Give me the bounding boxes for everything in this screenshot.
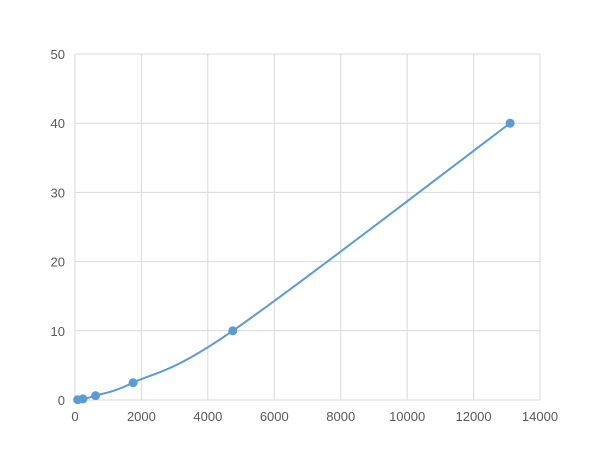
x-tick-label: 2000 xyxy=(127,409,156,424)
series xyxy=(73,118,515,405)
x-tick-label: 10000 xyxy=(389,409,425,424)
data-point xyxy=(128,378,138,388)
y-tick-label: 20 xyxy=(51,255,65,270)
data-point xyxy=(91,391,101,401)
data-point xyxy=(228,326,238,336)
y-tick-label: 10 xyxy=(51,324,65,339)
x-tick-label: 4000 xyxy=(193,409,222,424)
grid xyxy=(74,53,541,401)
x-tick-label: 14000 xyxy=(522,409,558,424)
y-tick-label: 0 xyxy=(58,393,65,408)
tick-labels: 0 2000 4000 6000 8000 10000 12000 14000 0 10 20 30 4… xyxy=(51,47,559,424)
x-tick-label: 12000 xyxy=(455,409,491,424)
y-tick-label: 40 xyxy=(51,116,65,131)
x-tick-label: 8000 xyxy=(326,409,355,424)
data-point xyxy=(505,118,515,128)
x-tick-label: 0 xyxy=(71,409,78,424)
x-tick-label: 6000 xyxy=(260,409,289,424)
y-tick-label: 50 xyxy=(51,47,65,62)
data-point xyxy=(78,394,88,404)
y-tick-label: 30 xyxy=(51,185,65,200)
